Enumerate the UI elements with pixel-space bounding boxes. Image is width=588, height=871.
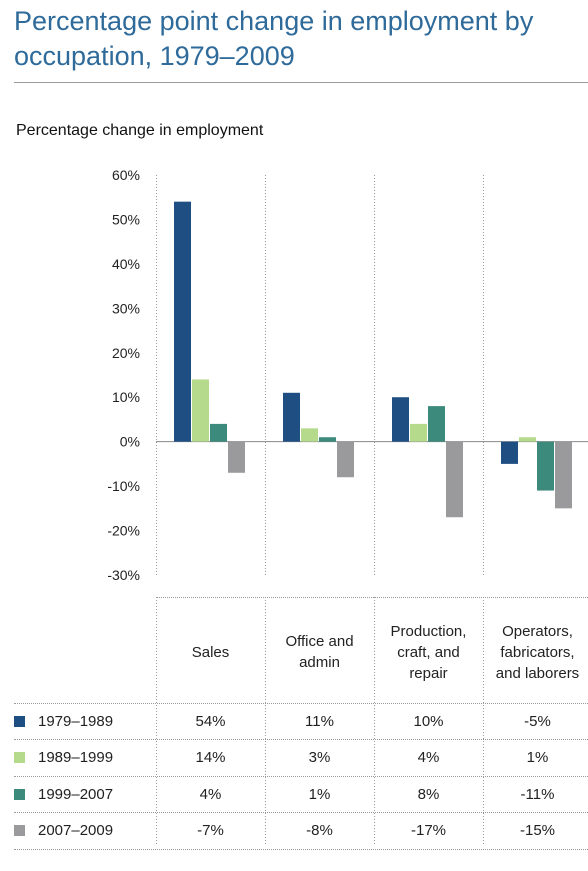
category-label: Office and admin [265, 631, 374, 673]
data-label: 14% [195, 749, 226, 766]
data-label: 54% [195, 713, 226, 730]
y-tick-label: 10% [112, 389, 140, 405]
bar [501, 441, 518, 464]
category-label-line: repair [409, 664, 448, 682]
category-label-line: and laborers [495, 664, 580, 682]
data-label: 8% [417, 786, 440, 803]
y-tick-label: -20% [107, 523, 140, 539]
data-label: -11% [520, 786, 555, 803]
bar [537, 441, 554, 491]
bar [428, 406, 445, 442]
y-tick-label: 60% [112, 167, 140, 183]
bar-chart: 60% 50% 40% 30% 20% 10% 0% -10% -20% -30% [107, 167, 588, 845]
category-label-line: Sales [191, 643, 230, 661]
table-header-separator [156, 597, 588, 598]
bar [555, 441, 572, 509]
data-label: -17% [410, 822, 447, 839]
table-row-separator [14, 703, 588, 704]
data-label: -7% [197, 822, 224, 839]
y-tick-label: -10% [107, 478, 140, 494]
category-label-line: craft, and [397, 643, 460, 661]
legend-label: 1999–2007 [38, 786, 114, 803]
legend-swatch [14, 789, 25, 800]
data-label: 3% [308, 749, 331, 766]
table-row-separator [14, 812, 588, 813]
y-tick-label: 0% [120, 434, 140, 450]
bar [319, 437, 336, 442]
data-label: -15% [519, 822, 556, 839]
data-label: 4% [417, 749, 440, 766]
category-label: Sales [156, 642, 265, 663]
bar [174, 201, 191, 442]
chart-title: Percentage point change in employment by… [14, 6, 534, 71]
y-tick-label: 20% [112, 345, 140, 361]
bar [228, 441, 245, 473]
legend-swatch [14, 716, 25, 727]
data-label: -8% [306, 822, 333, 839]
bar [519, 437, 536, 442]
table-row-separator [14, 849, 588, 850]
legend-label: 2007–2009 [38, 822, 114, 839]
bar [410, 423, 427, 442]
category-label-line: Operators, [502, 622, 573, 640]
bar [392, 397, 409, 442]
bar [337, 441, 354, 478]
title-divider [14, 82, 588, 83]
data-label: 10% [413, 713, 444, 730]
category-label: Operators, fabricators, and laborers [483, 621, 588, 684]
y-tick-label: 40% [112, 256, 140, 272]
bar [283, 392, 300, 442]
y-axis-title: Percentage change in employment [16, 122, 264, 139]
category-label-line: Production, [390, 622, 467, 640]
bar [301, 428, 318, 442]
table-row-separator [14, 739, 588, 740]
legend-label: 1979–1989 [38, 713, 114, 730]
legend-label: 1989–1999 [38, 749, 114, 766]
bar [210, 423, 227, 442]
category-label-line: Office and [285, 633, 354, 650]
legend-swatch [14, 752, 25, 763]
y-tick-label: 30% [112, 300, 140, 316]
y-tick-label: 50% [112, 211, 140, 227]
category-label-line: admin [299, 654, 340, 671]
category-label: Production, craft, and repair [374, 621, 483, 684]
bar [192, 379, 209, 442]
data-label: 11% [305, 713, 334, 730]
data-label: -5% [524, 713, 551, 730]
data-label: 1% [308, 786, 331, 803]
legend-swatch [14, 825, 25, 836]
category-label-line: fabricators, [500, 643, 575, 661]
bar [446, 441, 463, 518]
table-row-separator [14, 776, 588, 777]
data-label: 4% [199, 786, 222, 803]
data-label: 1% [526, 749, 549, 766]
y-tick-label: -30% [107, 567, 140, 583]
